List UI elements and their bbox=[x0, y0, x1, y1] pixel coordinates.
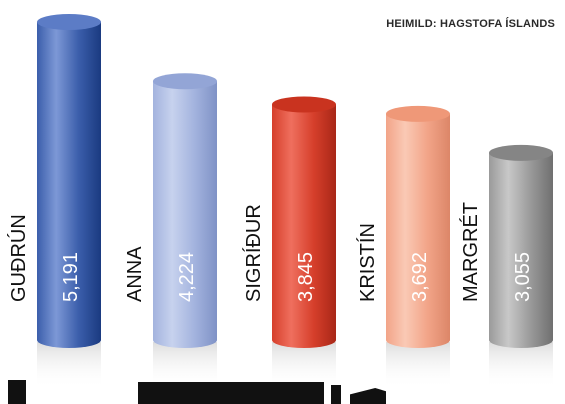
bar-top bbox=[153, 73, 217, 90]
bar-value-label: 4,224 bbox=[176, 252, 198, 302]
bar-value-label: 3,845 bbox=[295, 252, 317, 302]
bar bbox=[37, 22, 101, 348]
category-label: KRISTÍN bbox=[356, 223, 379, 302]
bar-top bbox=[386, 105, 450, 122]
bar bbox=[386, 113, 450, 348]
bar-value-label: 3,055 bbox=[512, 252, 534, 302]
category-label: SIGRÍÐUR bbox=[242, 204, 265, 302]
decorative-block bbox=[138, 382, 324, 404]
bars bbox=[37, 14, 553, 349]
category-label: GUÐRÚN bbox=[7, 214, 30, 302]
decorative-block bbox=[331, 385, 341, 404]
bar-reflection bbox=[272, 342, 336, 388]
bar-top bbox=[489, 144, 553, 161]
bar-value-label: 5,191 bbox=[60, 252, 82, 302]
category-label: MARGRÉT bbox=[459, 202, 482, 302]
bar-reflection bbox=[37, 342, 101, 388]
bar bbox=[153, 81, 217, 349]
source-note: HEIMILD: HAGSTOFA ÍSLANDS bbox=[386, 18, 555, 30]
bar bbox=[489, 152, 553, 348]
bar-value-label: 3,692 bbox=[409, 252, 431, 302]
labels: 5,191 GUÐRÚN 4,224 ANNA 3,845 SIGRÍÐUR 3,692 KR… bbox=[7, 202, 534, 302]
reflections bbox=[37, 342, 553, 388]
bar-reflection bbox=[489, 342, 553, 388]
category-label: ANNA bbox=[124, 246, 146, 302]
bar-top bbox=[37, 14, 101, 30]
bar-top bbox=[272, 96, 336, 113]
bar-reflection bbox=[153, 342, 217, 388]
decorative-block bbox=[8, 380, 26, 404]
bar bbox=[272, 104, 336, 349]
bar-reflection bbox=[386, 342, 450, 388]
